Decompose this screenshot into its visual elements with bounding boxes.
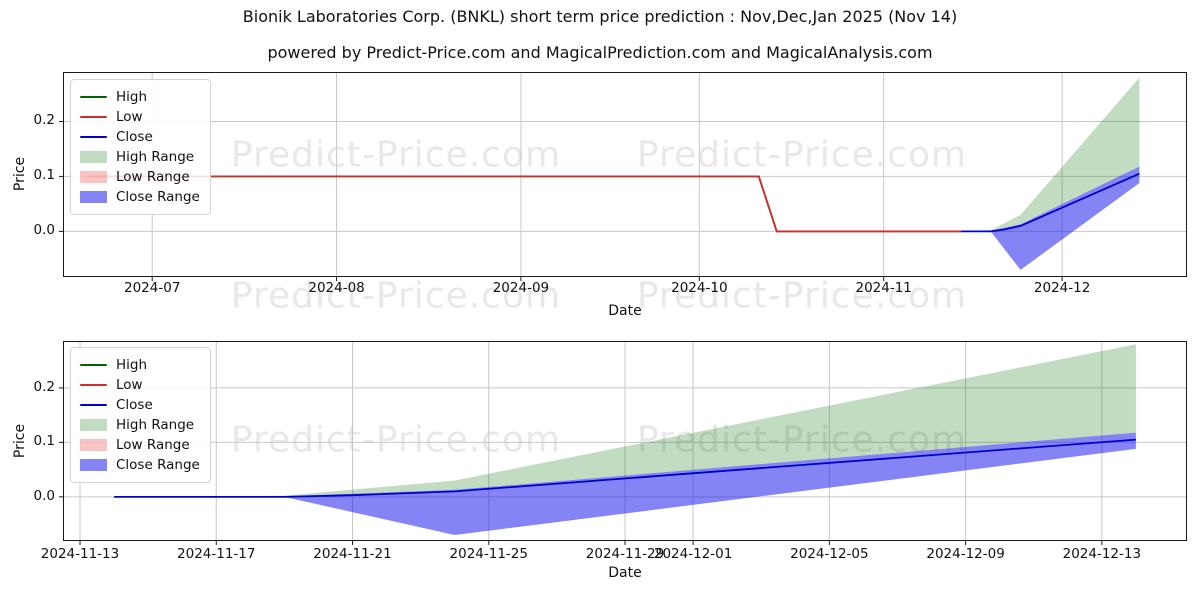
legend-swatch-patch xyxy=(80,459,107,471)
x-tick-label: 2024-12-05 xyxy=(790,546,869,562)
x-tick-label: 2024-11-21 xyxy=(313,546,392,562)
legend-item: Low Range xyxy=(80,435,200,455)
legend-label: Low xyxy=(116,377,143,393)
x-tick-label: 2024-12-13 xyxy=(1062,546,1142,562)
legend-item: High Range xyxy=(80,415,200,435)
legend-label: Close Range xyxy=(116,457,200,473)
legend-swatch-line xyxy=(80,383,107,387)
legend-swatch-line xyxy=(80,95,107,99)
legend-item: Close Range xyxy=(80,455,200,475)
legend-label: Close xyxy=(116,397,153,413)
legend-swatch-patch xyxy=(80,439,107,451)
x-tick-label: 2024-11 xyxy=(855,280,912,296)
watermark-text: Predict-Price.com xyxy=(636,275,968,317)
legend-swatch-line xyxy=(80,135,107,139)
legend-swatch-patch xyxy=(80,419,107,431)
legend-label: High Range xyxy=(116,417,195,433)
x-axis-label: Date xyxy=(608,303,642,319)
legend-swatch-line xyxy=(80,363,107,367)
series-line-low xyxy=(86,175,961,233)
x-tick-label: 2024-11-17 xyxy=(177,546,256,562)
legend-item: Low xyxy=(80,107,200,127)
legend-label: High Range xyxy=(116,149,195,165)
x-tick-label: 2024-11-29 xyxy=(585,546,665,562)
plot-area-history-and-prediction-overview xyxy=(59,72,1187,281)
y-tick-label: 0.0 xyxy=(33,222,55,239)
legend-item: High Range xyxy=(80,147,200,167)
legend-item: Close xyxy=(80,395,200,415)
y-tick-label: 0.1 xyxy=(33,167,55,184)
legend-box: High Low Close High Range Low Range Close Ran… xyxy=(70,347,211,483)
legend-label: High xyxy=(116,357,148,373)
legend-label: Low Range xyxy=(116,437,190,453)
legend-swatch-line xyxy=(80,403,107,407)
figure-title: Bionik Laboratories Corp. (BNKL) short t… xyxy=(242,7,958,26)
y-tick-label: 0.2 xyxy=(33,112,55,129)
band-high-range xyxy=(114,344,1136,497)
plot-frame xyxy=(63,72,1187,277)
x-tick-label: 2024-12 xyxy=(1033,280,1091,296)
legend-label: Close Range xyxy=(116,189,200,205)
legend-swatch-patch xyxy=(80,191,107,203)
legend-box: High Low Close High Range Low Range Close Ran… xyxy=(70,79,211,215)
x-tick-label: 2024-10 xyxy=(671,280,728,296)
legend-item: Close Range xyxy=(80,187,200,207)
x-axis-label: Date xyxy=(608,565,642,581)
legend-item: High xyxy=(80,87,200,107)
x-tick-label: 2024-07 xyxy=(124,280,181,296)
y-tick-label: 0.2 xyxy=(33,378,55,395)
legend-label: High xyxy=(116,89,148,105)
plot-area-prediction-window-detail xyxy=(59,341,1187,545)
watermark-text: Predict-Price.com xyxy=(230,134,562,176)
legend-label: Low xyxy=(116,109,143,125)
x-tick-label: 2024-11-25 xyxy=(449,546,528,562)
legend-swatch-patch xyxy=(80,171,107,183)
band-high-range xyxy=(961,77,1140,232)
y-tick-label: 0.0 xyxy=(33,487,55,504)
legend-item: Low Range xyxy=(80,167,200,187)
watermark-text: Predict-Price.com xyxy=(636,134,968,176)
x-tick-label: 2024-11-13 xyxy=(40,546,120,562)
watermark-text: Predict-Price.com xyxy=(230,419,562,461)
legend-item: High xyxy=(80,355,200,375)
series-line-close xyxy=(114,438,1136,498)
y-tick-label: 0.1 xyxy=(33,433,55,450)
legend-item: Close xyxy=(80,127,200,147)
legend-label: Low Range xyxy=(116,169,190,185)
x-tick-label: 2024-12-01 xyxy=(653,546,733,562)
series-line-close xyxy=(961,172,1140,233)
watermark-text: Predict-Price.com xyxy=(230,275,562,317)
figure-subtitle: powered by Predict-Price.com and Magical… xyxy=(267,43,933,62)
x-tick-label: 2024-08 xyxy=(308,280,365,296)
legend-item: Low xyxy=(80,375,200,395)
x-tick-label: 2024-09 xyxy=(492,280,550,296)
legend-swatch-patch xyxy=(80,151,107,163)
plot-frame xyxy=(63,341,1187,541)
legend-swatch-line xyxy=(80,115,107,119)
series-line-high xyxy=(86,175,961,233)
x-tick-label: 2024-12-09 xyxy=(926,546,1005,562)
legend-label: Close xyxy=(116,129,153,145)
